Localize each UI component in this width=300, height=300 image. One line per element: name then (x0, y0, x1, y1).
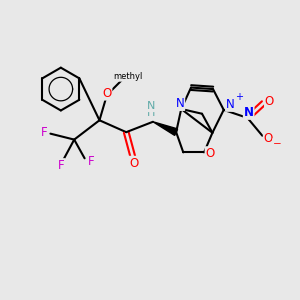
Text: O: O (206, 147, 215, 160)
Text: O: O (265, 95, 274, 108)
Text: N: N (176, 97, 184, 110)
Text: methyl: methyl (114, 72, 143, 81)
Text: F: F (40, 126, 47, 139)
Text: F: F (88, 155, 94, 168)
Text: N: N (244, 106, 254, 119)
Text: O: O (102, 87, 112, 100)
Text: −: − (273, 139, 282, 149)
Text: N: N (226, 98, 235, 111)
Text: F: F (58, 159, 65, 172)
Text: H: H (147, 108, 156, 118)
Text: +: + (235, 92, 243, 102)
Text: O: O (264, 132, 273, 145)
Text: O: O (129, 157, 139, 169)
Text: N: N (147, 101, 156, 111)
Polygon shape (153, 122, 178, 135)
